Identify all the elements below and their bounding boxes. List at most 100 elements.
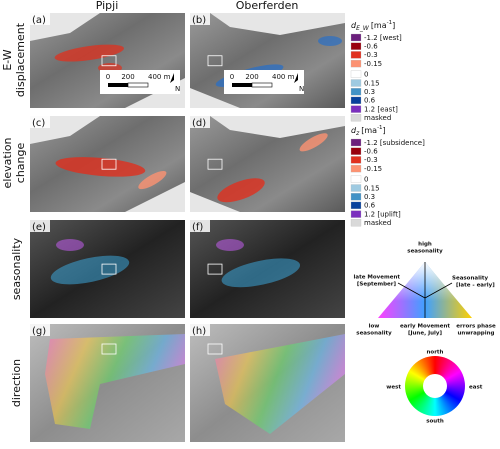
scale-label: 0: [106, 73, 110, 81]
outline: [101, 158, 117, 170]
masked-area: [210, 13, 345, 35]
map-panel: (d): [190, 116, 345, 212]
signal-blob: [138, 170, 167, 190]
north-arrow: [294, 73, 298, 83]
outline: [207, 55, 223, 67]
signal-blob: [299, 133, 328, 152]
north-label: N: [175, 85, 180, 93]
legend-swatch: [350, 88, 362, 96]
triangle-axis: [424, 282, 453, 299]
triangle-label: early Movement: [400, 324, 450, 330]
legend-label: 1.2 [uplift]: [364, 210, 401, 218]
legend-swatch: [350, 105, 362, 113]
column-header: Pipji: [96, 0, 119, 12]
panel-letter-box: [190, 13, 210, 25]
direction-wheel: [405, 356, 465, 416]
triangle-label: low: [369, 324, 380, 330]
masked-area: [190, 88, 240, 108]
legend-swatch: [350, 219, 362, 227]
symbol: d: [351, 126, 357, 135]
legend-swatch: [350, 42, 362, 50]
row-label: seasonality: [10, 237, 23, 300]
superscript: -1: [377, 125, 382, 131]
map-background: [190, 220, 345, 318]
row-label: displacement: [14, 22, 27, 97]
legend-swatch: [350, 164, 362, 173]
legend-label: -0.15: [364, 60, 382, 68]
outline: [101, 263, 117, 275]
triangle-label: unwrapping: [458, 331, 495, 337]
outline: [207, 263, 223, 275]
signal-blob: [54, 44, 124, 62]
masked-area: [210, 116, 345, 138]
subscript: E_W: [356, 25, 370, 32]
panel-letter-box: [30, 13, 50, 25]
outline: [101, 55, 117, 67]
panel-letter: (e): [32, 222, 46, 233]
triangle-label: Seasonality: [452, 276, 488, 282]
scale-segment: [108, 83, 128, 87]
scale-segment: [127, 82, 149, 88]
legend-swatch: [350, 70, 362, 78]
panel-letter: (a): [32, 15, 46, 26]
legend-label: -0.3: [364, 51, 378, 59]
map-background: [30, 220, 185, 318]
row-label: E-W: [1, 49, 14, 70]
panel-letter: (d): [192, 118, 206, 129]
map-panel: (h): [190, 324, 345, 442]
legend-label: 0: [364, 71, 368, 79]
legend-label: -0.6: [364, 148, 378, 156]
triangle-label: seasonality: [407, 249, 443, 255]
legend-label: 0.15: [364, 184, 380, 192]
triangle-label: [late - early]: [456, 283, 495, 289]
row-label: elevation: [1, 138, 14, 189]
outline: [207, 343, 223, 355]
legend-swatch: [350, 33, 362, 42]
legend-label: masked: [364, 114, 391, 122]
superscript: -1: [387, 20, 392, 26]
legend-swatch: [350, 59, 362, 68]
wheel-label: south: [426, 419, 444, 425]
scale-bar: 0 200 400 m N: [224, 70, 304, 94]
legend-swatch: [350, 138, 362, 147]
legend-label: -1.2 [subsidence]: [364, 139, 425, 147]
unit: [ma: [361, 126, 377, 135]
signal-blob: [56, 239, 84, 251]
panel-letter-box: [30, 116, 50, 128]
map-panel: (e): [30, 220, 185, 318]
signal-blob: [217, 178, 265, 203]
scale-box: [224, 70, 304, 94]
unit: [ma: [371, 21, 387, 30]
legend-swatch: [350, 96, 362, 105]
scale-label: 400 m: [148, 73, 171, 81]
wheel-label: north: [427, 350, 444, 356]
subscript: z: [355, 130, 360, 137]
panel-letter-box: [30, 324, 50, 336]
triangle-label: seasonality: [356, 331, 392, 337]
legend-label: -1.2 [west]: [364, 34, 402, 42]
legend-title: dE_W [ma-1]: [351, 20, 395, 32]
legend-label: masked: [364, 219, 391, 227]
legend-label: 0.3: [364, 193, 375, 201]
scale-label: 200: [245, 73, 258, 81]
triangle-label: [September]: [357, 282, 397, 288]
panel-letter: (f): [192, 222, 203, 233]
signal-blob: [318, 36, 342, 46]
triangle-label: late Movement: [354, 275, 401, 281]
legend-title: dz [ma-1]: [351, 125, 386, 137]
legend-swatch: [350, 193, 362, 201]
scale-bar: 0 200 400 m N: [100, 70, 180, 94]
legend-swatch: [350, 114, 362, 122]
map-panel: (f): [190, 220, 345, 318]
legend-label: 0: [364, 176, 368, 184]
panel-letter: (g): [32, 326, 46, 337]
outline: [101, 343, 117, 355]
signal-field: [215, 334, 345, 434]
wheel-label: east: [469, 385, 483, 391]
legend-swatch: [350, 201, 362, 210]
legend-label: 1.2 [east]: [364, 105, 398, 113]
wheel-label: west: [386, 385, 401, 391]
